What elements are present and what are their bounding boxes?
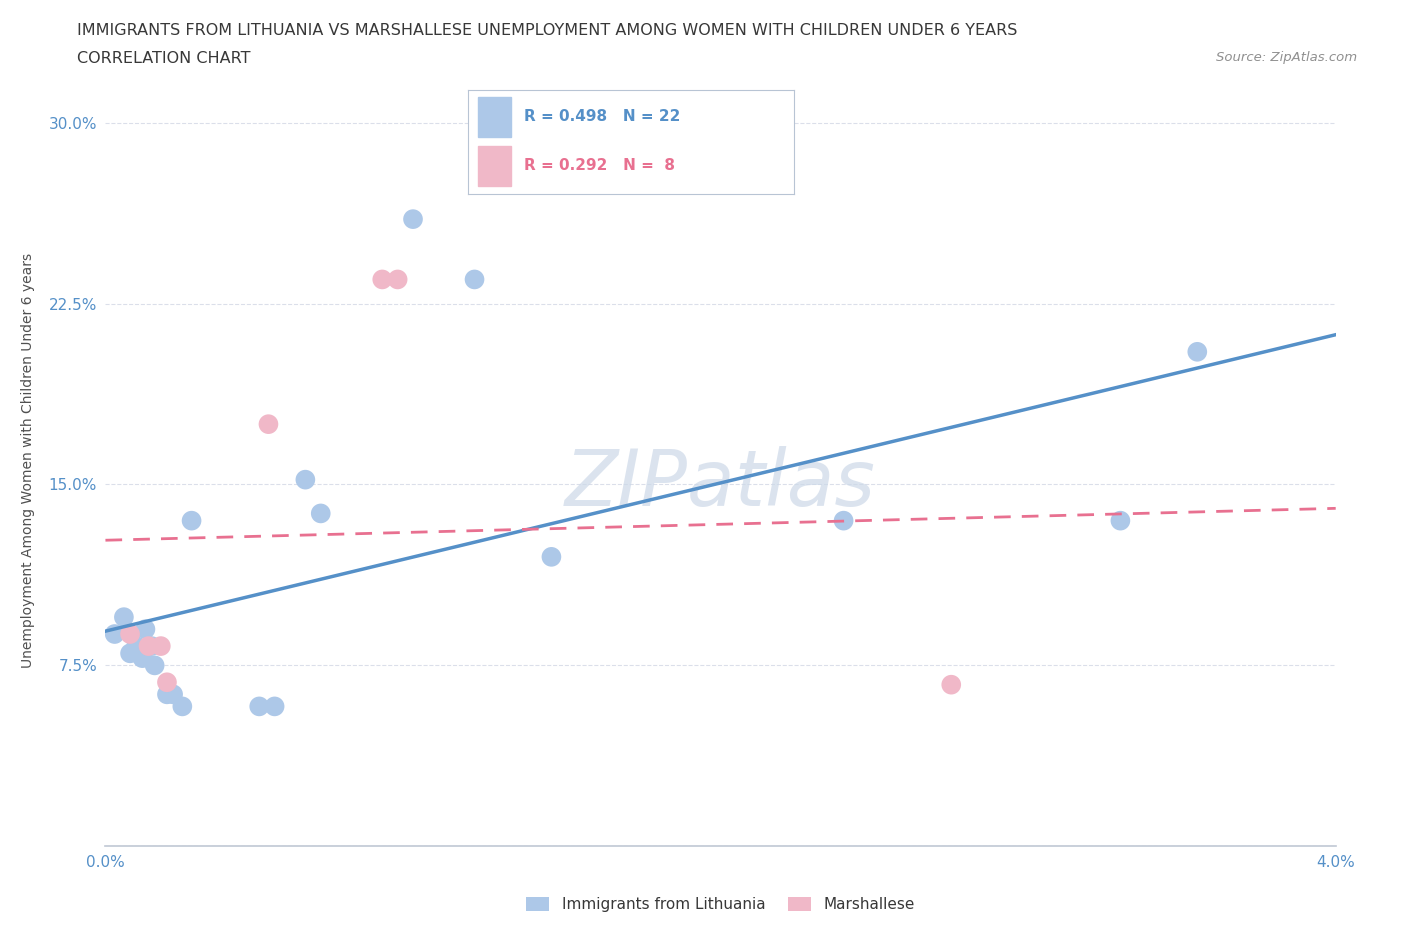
Legend: Immigrants from Lithuania, Marshallese: Immigrants from Lithuania, Marshallese xyxy=(526,897,915,912)
Point xyxy=(156,687,179,702)
Text: Source: ZipAtlas.com: Source: ZipAtlas.com xyxy=(1216,51,1357,64)
Text: CORRELATION CHART: CORRELATION CHART xyxy=(77,51,250,66)
Point xyxy=(832,513,855,528)
Point xyxy=(402,212,425,227)
Point xyxy=(1109,513,1132,528)
Point xyxy=(1187,344,1209,359)
Point xyxy=(125,639,148,654)
Point xyxy=(263,699,285,714)
Point xyxy=(120,627,141,642)
Point xyxy=(387,272,409,286)
Point xyxy=(464,272,486,286)
Point xyxy=(104,627,127,642)
Point xyxy=(134,622,156,637)
Point xyxy=(131,651,153,666)
Point xyxy=(941,677,963,692)
Point xyxy=(112,610,135,625)
Point xyxy=(172,699,194,714)
Point xyxy=(180,513,202,528)
Point xyxy=(138,639,160,654)
Point xyxy=(120,646,141,661)
Point xyxy=(149,639,172,654)
Point xyxy=(294,472,316,487)
Point xyxy=(257,417,280,432)
Y-axis label: Unemployment Among Women with Children Under 6 years: Unemployment Among Women with Children U… xyxy=(21,253,35,668)
Text: IMMIGRANTS FROM LITHUANIA VS MARSHALLESE UNEMPLOYMENT AMONG WOMEN WITH CHILDREN : IMMIGRANTS FROM LITHUANIA VS MARSHALLESE… xyxy=(77,23,1018,38)
Point xyxy=(141,639,163,654)
Point xyxy=(540,550,562,565)
Text: ZIPatlas: ZIPatlas xyxy=(565,445,876,522)
Point xyxy=(371,272,394,286)
Point xyxy=(156,675,179,690)
Point xyxy=(309,506,332,521)
Point xyxy=(162,687,184,702)
Point xyxy=(143,658,166,672)
Point xyxy=(247,699,270,714)
